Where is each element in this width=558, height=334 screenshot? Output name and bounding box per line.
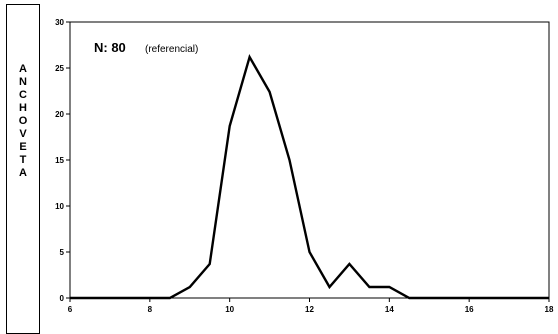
x-tick-label: 8	[148, 305, 153, 314]
y-axis: 0 5 10 15 20 25 30	[55, 18, 70, 303]
x-tick-label: 16	[465, 305, 474, 314]
y-tick-label: 20	[55, 110, 64, 119]
x-tick-label: 6	[68, 305, 73, 314]
x-tick-label: 10	[225, 305, 234, 314]
y-tick-label: 5	[60, 248, 65, 257]
series-line	[70, 57, 549, 298]
x-tick-label: 14	[385, 305, 394, 314]
y-tick-label: 25	[55, 64, 64, 73]
x-tick-label: 12	[305, 305, 314, 314]
y-tick-label: 10	[55, 202, 64, 211]
series-layer	[70, 57, 549, 298]
length-frequency-chart: 0 5 10 15 20 25 30 6 8 10 12 14 16 18 N: 80 (referen…	[0, 0, 558, 327]
y-tick-label: 30	[55, 18, 64, 27]
x-axis: 6 8 10 12 14 16 18	[68, 298, 554, 314]
y-tick-label: 15	[55, 156, 64, 165]
x-tick-label: 18	[545, 305, 554, 314]
plot-frame	[70, 22, 549, 298]
sample-size-note: (referencial)	[145, 44, 198, 55]
y-tick-label: 0	[60, 294, 65, 303]
sample-size-label: N: 80	[94, 40, 126, 55]
